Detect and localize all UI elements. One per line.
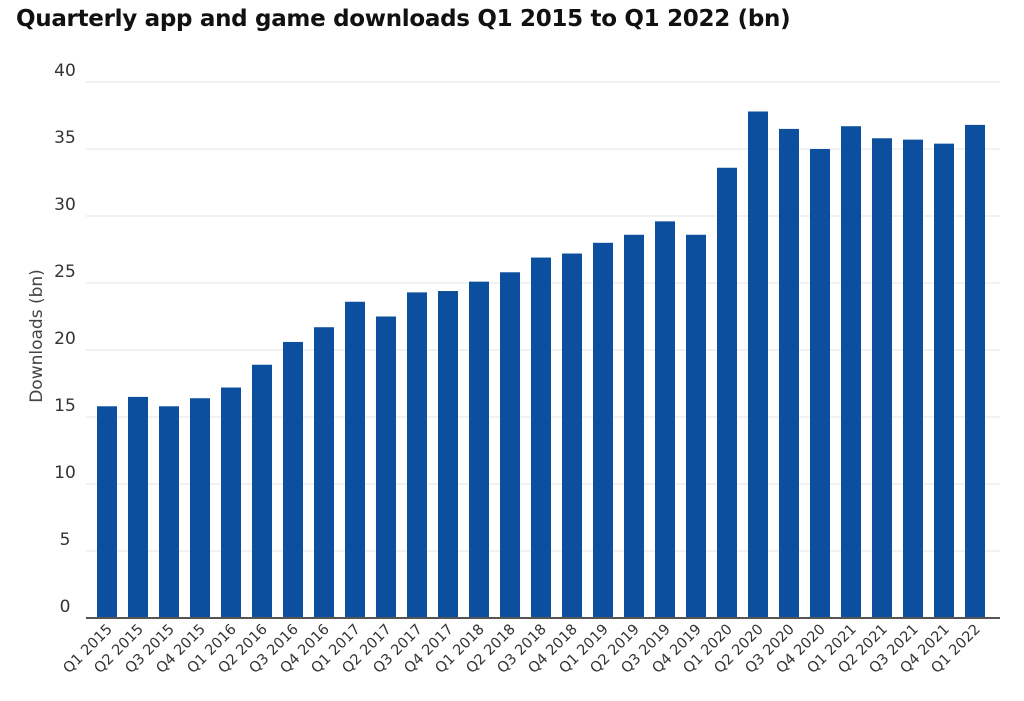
bar — [717, 167, 737, 618]
bar — [531, 257, 551, 618]
bar — [252, 364, 272, 618]
bar — [128, 396, 148, 618]
y-tick-label: 10 — [54, 463, 76, 483]
bar — [903, 139, 923, 618]
bar — [872, 138, 892, 618]
y-tick-label: 5 — [60, 530, 71, 550]
bar — [624, 234, 644, 618]
bar — [345, 301, 365, 618]
bar — [686, 234, 706, 618]
bar — [314, 327, 334, 618]
y-tick-label: 0 — [60, 597, 71, 617]
bar — [779, 128, 799, 618]
y-tick-label: 35 — [54, 128, 76, 148]
y-tick-label: 30 — [54, 195, 76, 215]
bar — [190, 398, 210, 618]
bar — [438, 291, 458, 618]
bar — [965, 124, 985, 618]
y-tick-label: 40 — [54, 61, 76, 81]
y-axis-title: Downloads (bn) — [27, 269, 47, 403]
bar — [376, 316, 396, 618]
bars — [97, 111, 985, 619]
bar — [593, 242, 613, 619]
y-tick-label: 25 — [54, 262, 76, 282]
bar — [97, 406, 117, 618]
bar — [469, 281, 489, 618]
bar — [810, 149, 830, 618]
bar — [655, 221, 675, 619]
bar — [841, 126, 861, 618]
y-tick-label: 15 — [54, 396, 76, 416]
chart-title: Quarterly app and game downloads Q1 2015… — [16, 6, 791, 32]
bar — [748, 111, 768, 618]
bar — [407, 292, 427, 618]
y-tick-label: 20 — [54, 329, 76, 349]
bar — [221, 387, 241, 618]
bar — [562, 253, 582, 618]
bar — [934, 143, 954, 618]
bar — [500, 272, 520, 618]
bar — [159, 406, 179, 618]
bar — [283, 341, 303, 618]
